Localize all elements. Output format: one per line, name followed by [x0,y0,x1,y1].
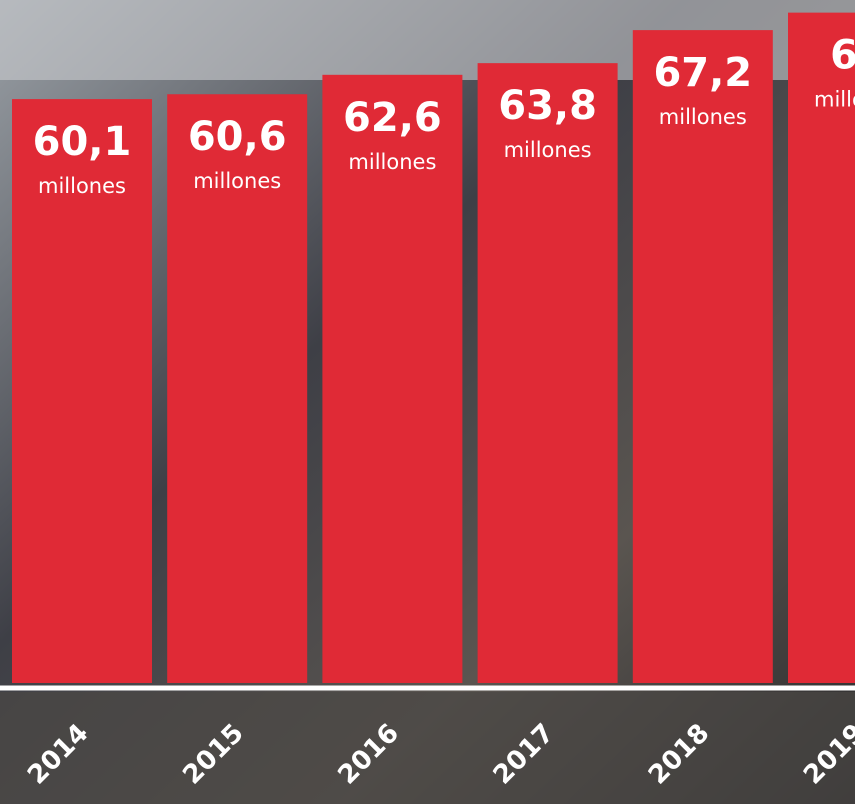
unit-label: millones [504,138,592,162]
bar [322,74,463,683]
unit-label: millones [193,169,281,193]
bar [167,94,308,683]
unit-label: millones [814,88,855,112]
bar [12,99,152,684]
unit-label: millones [38,174,126,198]
value-label: 60,1 [33,119,132,165]
value-label: 60,6 [188,114,287,160]
value-label: 63,8 [498,83,597,129]
bar [788,12,855,684]
unit-label: millones [348,150,436,174]
value-label: 69 [830,33,855,79]
bar [632,30,773,684]
bar [477,63,618,684]
value-label: 67,2 [653,50,752,96]
background-bottom [0,692,855,804]
value-label: 62,6 [343,95,442,141]
unit-label: millones [659,105,747,129]
